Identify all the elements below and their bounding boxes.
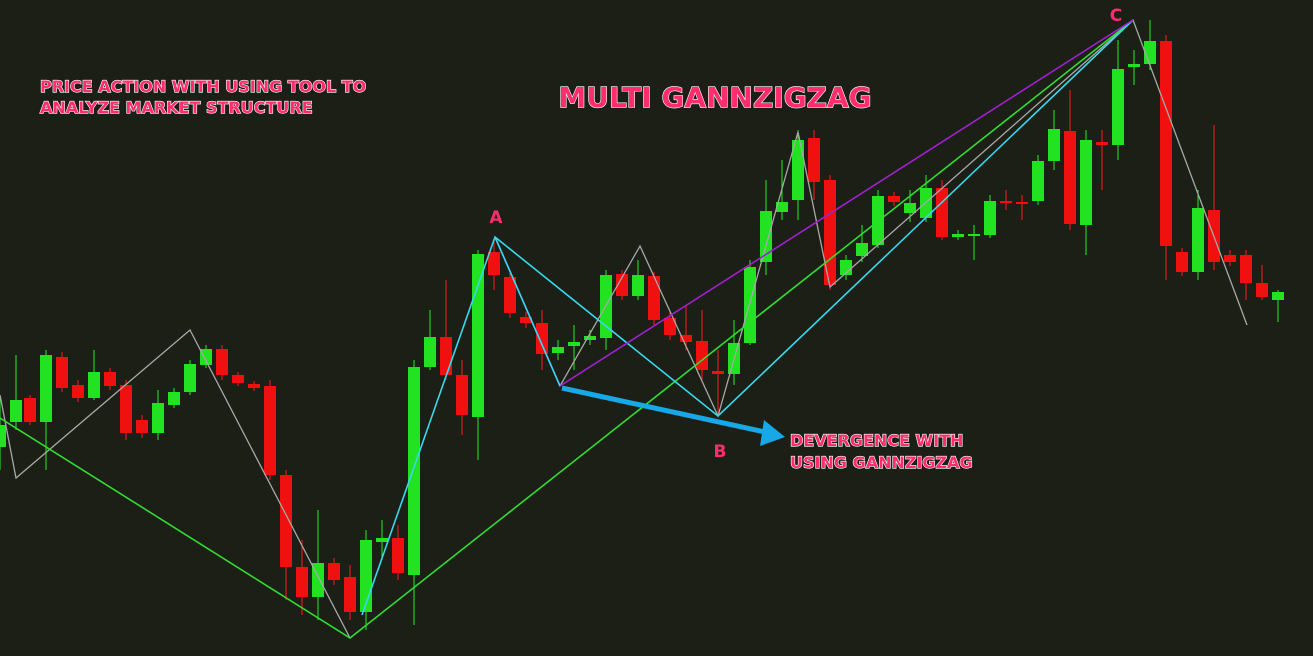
annotation: ANALYZE MARKET STRUCTURE <box>40 98 313 117</box>
arrow-head <box>760 420 785 446</box>
annotation: USING GANNZIGZAG <box>790 453 973 472</box>
chart-title: MULTI GANNZIGZAG <box>558 81 871 114</box>
gray-zigzag <box>0 328 351 639</box>
point-label: B <box>714 442 727 462</box>
annotation: DEVERGENCE WITH <box>790 431 963 450</box>
arrow-shaft <box>561 385 766 435</box>
point-label: C <box>1110 6 1122 26</box>
zigzags <box>0 18 1248 639</box>
point-label: A <box>489 208 503 228</box>
annotation: PRICE ACTION WITH USING TOOL TO <box>40 77 366 96</box>
green-zigzag <box>0 19 1134 639</box>
divergence-arrow <box>561 385 785 446</box>
cyan-zigzag <box>361 19 1134 616</box>
cyan-leg <box>494 236 561 387</box>
